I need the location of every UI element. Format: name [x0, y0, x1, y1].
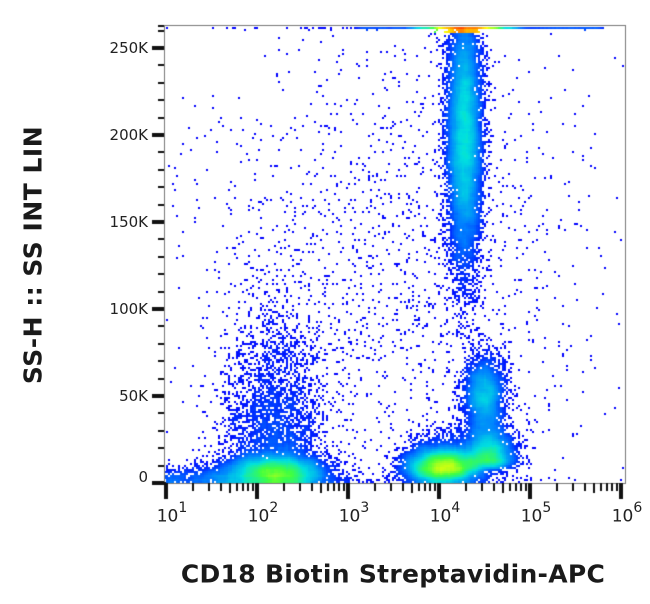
x-tick-label: 102 — [247, 500, 279, 527]
x-tick-label: 106 — [611, 500, 643, 527]
y-tick-label: 0 — [138, 468, 148, 486]
y-tick-label: 50K — [119, 387, 148, 405]
x-tick-label: 101 — [156, 500, 188, 527]
x-tick-label: 105 — [520, 500, 552, 527]
y-tick-label: 200K — [109, 126, 148, 144]
y-tick-label: 100K — [109, 300, 148, 318]
y-tick-label: 150K — [109, 213, 148, 231]
y-axis-label: SS-H :: SS INT LIN — [18, 125, 48, 385]
y-tick-label: 250K — [109, 39, 148, 57]
x-tick-label: 103 — [338, 500, 370, 527]
x-axis-label: CD18 Biotin Streptavidin-APC — [180, 559, 606, 589]
x-tick-label: 104 — [429, 500, 461, 527]
